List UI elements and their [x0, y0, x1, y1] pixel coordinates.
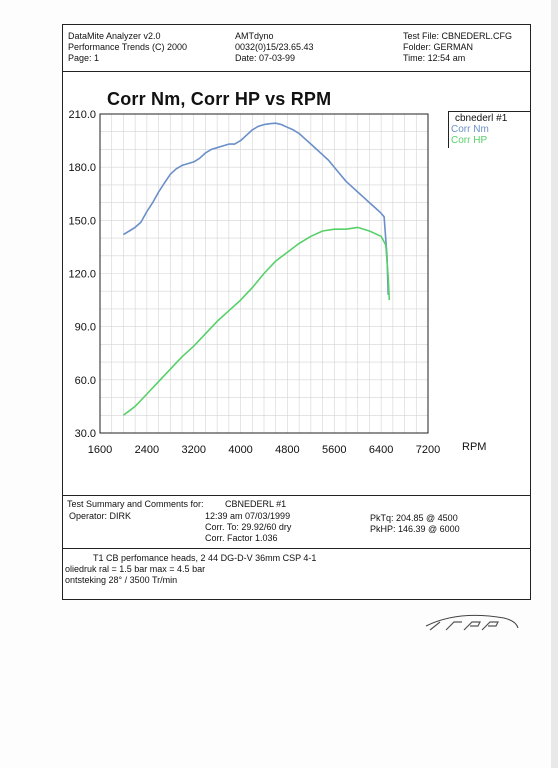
chart-title: Corr Nm, Corr HP vs RPM [107, 89, 332, 109]
dyno-phone: 0032(0)15/23.65.43 [235, 42, 314, 52]
peak-torque: PkTq: 204.85 @ 4500 [370, 513, 458, 523]
x-tick-label: 5600 [322, 444, 346, 456]
y-tick-label: 180.0 [68, 162, 96, 174]
y-tick-label: 30.0 [75, 428, 96, 440]
dyno-report-sheet: DataMite Analyzer v2.0 Performance Trend… [62, 24, 531, 600]
chart-legend: cbnederl #1 Corr Nm Corr HP [448, 111, 531, 148]
y-tick-labels: 30.0 60.0 90.0 120.0 150.0 180.0 210.0 [68, 109, 96, 440]
legend-entry-corr-nm: Corr Nm [451, 124, 489, 135]
peak-horsepower: PkHP: 146.39 @ 6000 [370, 524, 460, 534]
y-tick-label: 90.0 [75, 322, 96, 334]
x-tick-label: 1600 [88, 444, 112, 456]
correction-factor: Corr. Factor 1.036 [205, 533, 278, 543]
y-tick-label: 60.0 [75, 375, 96, 387]
series-line-corr-nm [122, 122, 389, 295]
test-time: Time: 12:54 am [403, 53, 466, 63]
plot-frame [99, 113, 429, 434]
y-tick-label: 210.0 [68, 109, 96, 121]
brand-logo [425, 614, 519, 631]
copyright-line: Performance Trends (C) 2000 [68, 42, 188, 52]
test-date: Date: 07-03-99 [235, 53, 296, 63]
legend-title: cbnederl #1 [455, 113, 508, 124]
header-middle: AMTdyno 0032(0)15/23.65.43 Date: 07-03-9… [235, 31, 314, 64]
scan-edge [551, 0, 558, 768]
report-header: DataMite Analyzer v2.0 Performance Trend… [63, 25, 530, 72]
x-tick-label: 4800 [275, 444, 299, 456]
x-tick-label: 6400 [369, 444, 393, 456]
summary-heading-value: CBNEDERL #1 [225, 499, 287, 509]
x-tick-labels: 1600 2400 3200 4000 4800 5600 6400 7200 [88, 444, 440, 456]
comment-line-1: T1 CB perfomance heads, 2 44 DG-D-V 36mm… [93, 553, 317, 563]
software-name: DataMite Analyzer v2.0 [68, 31, 161, 41]
folder: Folder: GERMAN [403, 42, 474, 52]
summary-heading-label: Test Summary and Comments for: [67, 499, 204, 509]
x-tick-label: 3200 [181, 444, 205, 456]
chart-series [122, 122, 391, 416]
correction-standard: Corr. To: 29.92/60 dry [205, 522, 292, 532]
operator: Operator: DIRK [69, 511, 132, 521]
legend-entry-corr-hp: Corr HP [451, 135, 488, 146]
summary-datetime: 12:39 am 07/03/1999 [205, 511, 291, 521]
y-tick-label: 150.0 [68, 215, 96, 227]
comment-line-2: oliedruk ral = 1.5 bar max = 4.5 bar [65, 564, 206, 574]
test-summary: Test Summary and Comments for: CBNEDERL … [63, 495, 530, 600]
x-tick-label: 7200 [416, 444, 440, 456]
series-line-corr-hp [122, 226, 391, 416]
comments-box: T1 CB perfomance heads, 2 44 DG-D-V 36mm… [63, 548, 530, 585]
x-tick-label: 2400 [135, 444, 159, 456]
dyno-name: AMTdyno [235, 31, 274, 41]
x-tick-label: 4000 [228, 444, 252, 456]
header-right: Test File: CBNEDERL.CFG Folder: GERMAN T… [403, 31, 512, 64]
header-left: DataMite Analyzer v2.0 Performance Trend… [68, 31, 187, 64]
page-number: Page: 1 [68, 53, 100, 63]
test-file: Test File: CBNEDERL.CFG [403, 31, 513, 41]
comment-line-3: ontsteking 28° / 3500 Tr/min [65, 575, 178, 585]
x-axis-label: RPM [462, 441, 486, 453]
y-tick-label: 120.0 [68, 269, 96, 281]
